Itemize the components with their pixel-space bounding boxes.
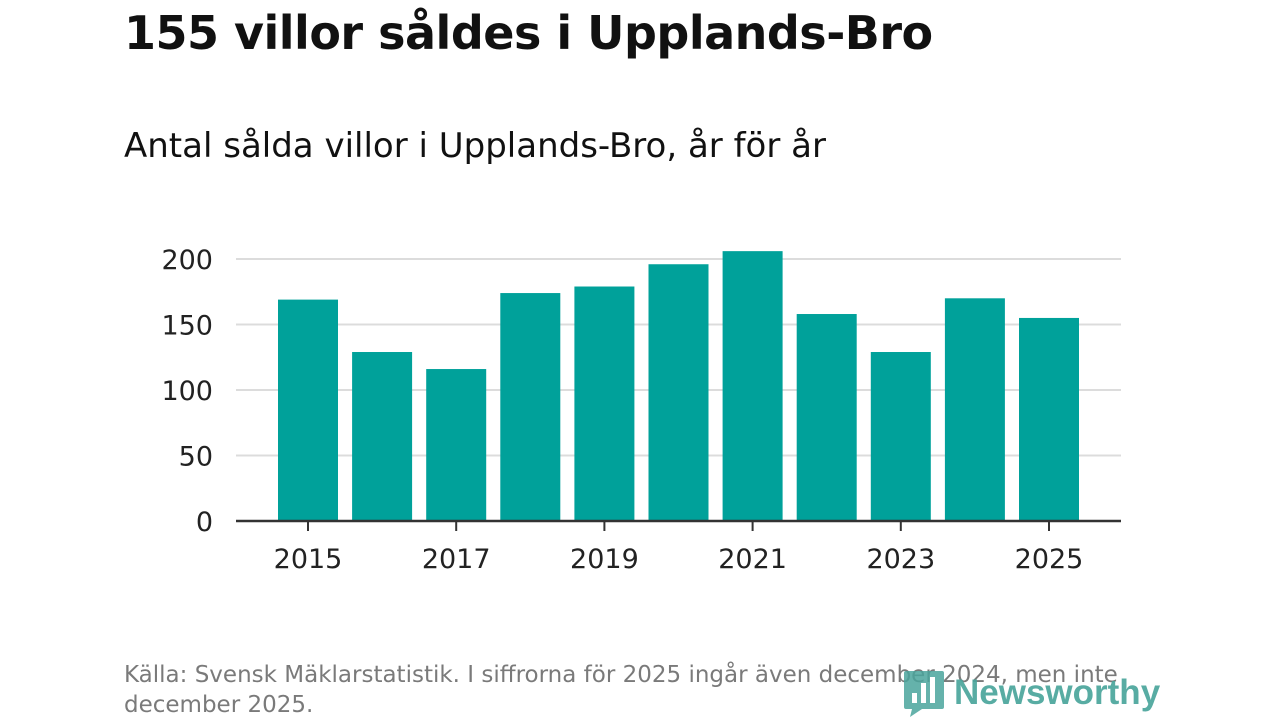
tick-labels: 0 50 100 150 200 2015 2017 2019 2021 2023 2025 bbox=[161, 245, 1083, 575]
axes bbox=[236, 519, 1121, 531]
brand-logo: Newsworthy bbox=[902, 668, 1160, 718]
x-tick-label: 2019 bbox=[570, 544, 639, 575]
bar-2022 bbox=[796, 314, 857, 521]
bar-2018 bbox=[500, 293, 561, 521]
bar-2015 bbox=[278, 299, 338, 521]
x-tick-label: 2025 bbox=[1015, 544, 1084, 575]
x-tick-label: 2021 bbox=[718, 544, 787, 575]
x-tick-label: 2023 bbox=[866, 544, 935, 575]
y-tick-label: 150 bbox=[161, 311, 213, 342]
chart-title: Antal sålda villor i Upplands-Bro, år fö… bbox=[124, 126, 826, 166]
bars bbox=[278, 251, 1079, 521]
bar-2020 bbox=[648, 264, 709, 521]
bar-2017 bbox=[426, 369, 487, 521]
bar-chart-logo-icon bbox=[904, 671, 944, 717]
x-tick-label: 2017 bbox=[422, 544, 491, 575]
source-footnote: Källa: Svensk Mäklarstatistik. I siffror… bbox=[124, 662, 1118, 718]
y-tick-label: 200 bbox=[161, 245, 213, 276]
bar-2019 bbox=[574, 286, 635, 521]
bar-2016 bbox=[352, 352, 413, 521]
x-tick-label: 2015 bbox=[274, 544, 343, 575]
y-tick-label: 100 bbox=[161, 376, 213, 407]
bar-2025 bbox=[1019, 317, 1079, 521]
bar-2024 bbox=[944, 298, 1005, 521]
bar-2023 bbox=[870, 352, 931, 521]
y-tick-label: 50 bbox=[179, 442, 213, 473]
bar-2021 bbox=[722, 251, 783, 521]
brand-name: Newsworthy bbox=[954, 673, 1161, 712]
y-tick-label: 0 bbox=[196, 507, 213, 538]
headline: 155 villor såldes i Upplands-Bro bbox=[124, 6, 933, 60]
